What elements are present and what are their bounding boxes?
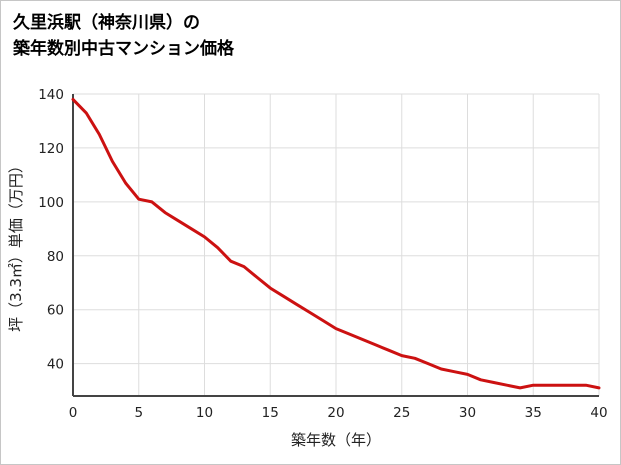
y-tick-label: 140: [38, 87, 64, 103]
chart-area: 40 60 80 100 120 140 0 5 10 15 20 25 30 35 40 築年数（年） 坪（3…: [1, 85, 620, 464]
chart-title-line2: 築年数別中古マンション価格: [13, 38, 234, 59]
x-axis-label: 築年数（年）: [291, 431, 381, 449]
x-tick-label: 30: [459, 405, 476, 421]
x-tick-label: 15: [262, 405, 279, 421]
y-axis-label: 坪（3.3㎡）単価（万円）: [7, 158, 25, 332]
y-tick-label: 120: [38, 141, 64, 157]
line-chart-svg: 40 60 80 100 120 140 0 5 10 15 20 25 30 35 40 築年数（年） 坪（3…: [7, 87, 608, 449]
x-tick-label: 25: [393, 405, 410, 421]
x-tick-label: 5: [134, 405, 143, 421]
x-tick-label: 40: [590, 405, 607, 421]
chart-title-line1: 久里浜駅（神奈川県）の: [13, 13, 200, 33]
y-tick-label: 80: [47, 249, 64, 265]
x-tick-label: 20: [327, 405, 344, 421]
y-tick-label: 100: [38, 195, 64, 211]
x-tick-label: 0: [69, 405, 78, 421]
chart-title: 久里浜駅（神奈川県）の 築年数別中古マンション価格: [1, 1, 620, 62]
y-tick-label: 40: [47, 357, 64, 373]
x-tick-label: 35: [525, 405, 542, 421]
x-tick-label: 10: [196, 405, 213, 421]
y-tick-label: 60: [47, 303, 64, 319]
price-line: [71, 97, 601, 390]
